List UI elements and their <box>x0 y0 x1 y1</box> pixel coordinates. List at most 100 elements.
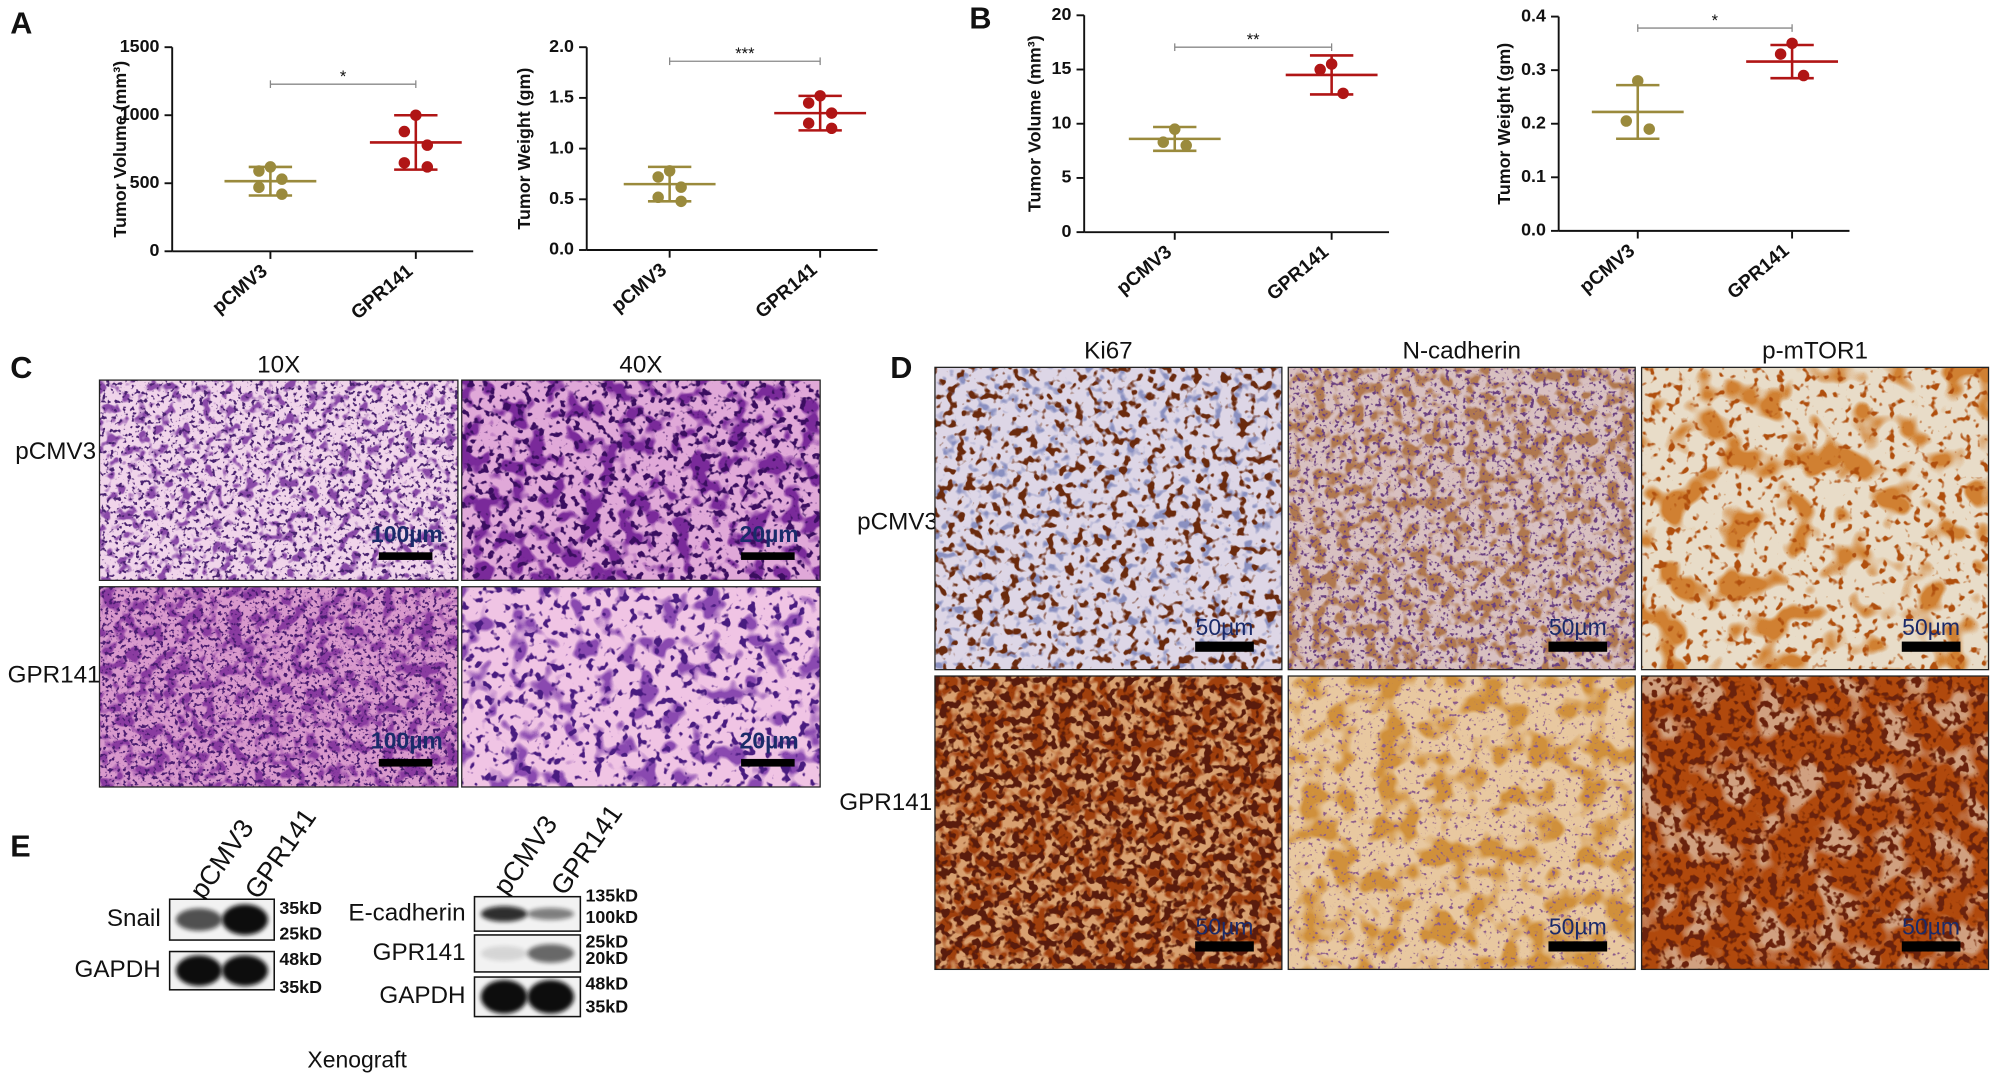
y-tick-label: 1.5 <box>549 87 574 107</box>
blot-label: GAPDH <box>379 982 465 1009</box>
data-point <box>1314 63 1326 76</box>
histology-image-texture <box>461 380 821 581</box>
data-point <box>1620 115 1633 127</box>
scale-bar <box>1548 641 1608 652</box>
band <box>175 955 222 986</box>
column-label: Ki67 <box>1084 337 1132 364</box>
y-tick-label: 10 <box>1052 112 1072 132</box>
marker-label: 25kD <box>585 931 628 951</box>
ihc-image-texture <box>1641 367 1989 670</box>
column-label: N-cadherin <box>1403 337 1521 364</box>
x-tick-label: pCMV3 <box>608 259 671 317</box>
histology-image-border <box>461 379 821 581</box>
y-axis-label: Tumor Volume (mm³) <box>110 61 130 238</box>
data-point <box>1632 75 1644 87</box>
row-label: GPR141 <box>839 789 932 816</box>
y-tick-label: 0.3 <box>1521 59 1546 79</box>
band <box>527 907 575 920</box>
blot-label: GAPDH <box>75 956 161 983</box>
y-tick-label: 1500 <box>120 36 160 56</box>
panel-label: D <box>890 351 912 385</box>
marker-label: 35kD <box>585 996 628 1016</box>
ihc-image-border <box>934 675 1283 971</box>
y-axis-label: Tumor Volume (mm³) <box>1024 35 1044 212</box>
data-point <box>276 173 288 185</box>
data-point <box>264 161 277 173</box>
ihc-image-texture <box>934 367 1282 670</box>
scale-bar <box>1548 941 1608 952</box>
blot-label: GPR141 <box>373 939 466 966</box>
data-point <box>652 171 664 183</box>
significance-label: *** <box>735 44 755 63</box>
data-point <box>675 181 687 193</box>
blot-label: Snail <box>107 905 161 932</box>
band <box>480 906 528 922</box>
scale-bar-label: 100µm <box>371 521 443 547</box>
y-tick-label: 0.1 <box>1521 166 1546 186</box>
marker-label: 25kD <box>279 924 322 944</box>
panel-label: E <box>10 829 30 863</box>
y-tick-label: 5 <box>1061 167 1071 187</box>
scale-bar-label: 20µm <box>740 727 799 753</box>
data-point <box>675 195 687 208</box>
data-point <box>1786 37 1798 50</box>
ihc-image-border <box>1640 675 1990 971</box>
data-point <box>1325 58 1338 70</box>
ihc-image-texture <box>934 676 1282 970</box>
ihc-image-border <box>1640 366 1990 671</box>
band <box>221 904 268 935</box>
data-point <box>421 139 434 151</box>
scale-bar <box>1901 941 1961 952</box>
data-point <box>825 122 838 135</box>
ihc-image-texture <box>1288 367 1636 670</box>
column-label: 40X <box>619 351 662 378</box>
y-tick-label: 1000 <box>120 104 160 124</box>
marker-label: 135kD <box>585 885 638 905</box>
scale-bar-label: 50µm <box>1549 914 1607 940</box>
scale-bar <box>1195 941 1254 952</box>
scale-bar <box>378 758 433 767</box>
x-tick-label: GPR141 <box>347 261 417 324</box>
band <box>480 946 528 961</box>
scale-bar <box>741 552 795 560</box>
data-point <box>1797 69 1810 82</box>
marker-label: 48kD <box>585 973 628 993</box>
band <box>480 980 528 1014</box>
x-tick-label: pCMV3 <box>209 261 272 319</box>
histology-image-border <box>461 586 821 788</box>
scale-bar-label: 50µm <box>1902 914 1960 940</box>
ihc-image-texture <box>1641 676 1989 970</box>
lane-label: GPR141 <box>239 803 322 904</box>
y-tick-label: 0.5 <box>549 188 574 208</box>
column-label: p-mTOR1 <box>1762 337 1868 364</box>
ihc-image-texture <box>1288 676 1636 970</box>
data-point <box>652 191 664 204</box>
x-tick-label: pCMV3 <box>1113 242 1176 300</box>
band <box>527 944 575 963</box>
ihc-image-border <box>1287 366 1636 671</box>
panel-label: B <box>969 2 991 36</box>
y-tick-label: 500 <box>130 172 160 192</box>
x-tick-label: GPR141 <box>1263 241 1333 304</box>
data-point <box>276 188 288 200</box>
row-label: pCMV3 <box>15 438 96 465</box>
data-point <box>1180 139 1192 152</box>
data-point <box>398 157 411 169</box>
ihc-image-border <box>1287 675 1636 971</box>
scale-bar-label: 100µm <box>371 727 443 753</box>
data-point <box>1774 48 1787 60</box>
scale-bar <box>378 552 433 560</box>
histology-image-texture <box>99 380 458 581</box>
band <box>221 955 268 986</box>
data-point <box>1169 123 1181 135</box>
scale-bar <box>1901 641 1961 652</box>
y-tick-label: 1.0 <box>549 137 574 157</box>
significance-label: ** <box>1247 30 1260 49</box>
y-tick-label: 0.4 <box>1521 5 1546 25</box>
scale-bar-label: 50µm <box>1902 614 1960 640</box>
marker-label: 48kD <box>279 949 322 969</box>
data-point <box>802 97 815 109</box>
significance-label: * <box>340 67 347 86</box>
caption: Xenograft <box>307 1046 407 1072</box>
